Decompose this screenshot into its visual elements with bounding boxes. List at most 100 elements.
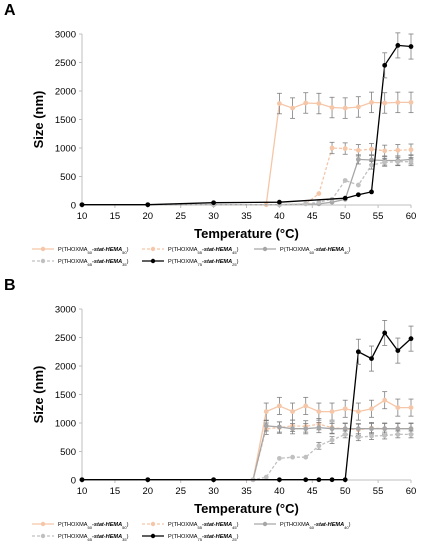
- series-4: [79, 32, 414, 208]
- series-2: [79, 154, 414, 208]
- legend-item: P(THOXMA55-stat-HEMA45): [142, 521, 239, 530]
- data-point: [303, 477, 309, 483]
- legend-label: P(THOXMA50-stat-HEMA50): [58, 522, 129, 530]
- data-point: [382, 148, 388, 154]
- data-point: [395, 43, 401, 48]
- data-point: [290, 426, 295, 432]
- x-tick-label: 20: [143, 486, 154, 497]
- data-point: [342, 406, 348, 412]
- data-point: [263, 423, 269, 429]
- data-point: [395, 432, 401, 437]
- legend-item: P(THOXMA75-stat-HEMA25): [142, 258, 239, 267]
- data-point: [277, 424, 282, 430]
- x-tick-label: 30: [208, 486, 219, 497]
- legend-item: P(THOXMA55-stat-HEMA45): [142, 246, 239, 255]
- data-point: [145, 477, 151, 483]
- legend-swatch-marker: [262, 246, 268, 252]
- data-point: [369, 146, 374, 152]
- series-line: [82, 423, 411, 481]
- data-point: [303, 100, 309, 106]
- x-tick-label: 35: [241, 211, 252, 222]
- legend-swatch-marker: [150, 533, 156, 539]
- data-point: [395, 147, 401, 153]
- data-point: [342, 195, 348, 201]
- data-point: [395, 159, 401, 165]
- chart-panel-a: A 0 500 1000 1500 2000 2500 3000 10 15 20 25 30 35 40…: [4, 2, 416, 267]
- data-point: [342, 432, 348, 437]
- data-point: [303, 201, 309, 207]
- data-point: [303, 454, 309, 460]
- series-3: [79, 157, 414, 208]
- data-point: [408, 432, 414, 437]
- data-point: [408, 100, 414, 105]
- series-line: [82, 44, 412, 206]
- series-line: [82, 101, 411, 206]
- data-point: [316, 101, 322, 106]
- data-point: [263, 474, 269, 480]
- series-line: [82, 147, 412, 206]
- y-tick-label: 500: [60, 172, 76, 183]
- data-point: [382, 433, 388, 438]
- data-point: [369, 426, 374, 432]
- data-point: [303, 403, 309, 409]
- data-point: [355, 409, 361, 414]
- x-axis-title: Temperature (°C): [194, 226, 299, 241]
- data-point: [316, 477, 322, 483]
- x-tick-label: 55: [373, 211, 384, 222]
- x-tick-label: 35: [241, 486, 252, 497]
- data-point: [355, 104, 361, 110]
- x-tick-label: 30: [208, 211, 219, 222]
- data-point: [355, 192, 361, 198]
- panel-letter: A: [4, 2, 16, 19]
- legend-label: P(THOXMA60-stat-HEMA40): [280, 247, 351, 255]
- data-point: [211, 477, 217, 483]
- x-tick-label: 50: [340, 486, 351, 497]
- legend-swatch-marker: [40, 521, 46, 527]
- legend-item: P(THOXMA50-stat-HEMA50): [32, 246, 129, 255]
- series-line: [82, 331, 412, 481]
- legend-label: P(THOXMA50-stat-HEMA50): [58, 247, 129, 255]
- legend-swatch-marker: [262, 521, 268, 527]
- data-point: [316, 443, 322, 449]
- data-point: [369, 406, 374, 412]
- data-point: [290, 105, 295, 111]
- x-tick-label: 25: [175, 486, 186, 497]
- legend-item: P(THOXMA60-stat-HEMA40): [254, 246, 351, 255]
- legend-item: P(THOXMA65-stat-HEMA35): [32, 533, 129, 542]
- data-point: [408, 147, 414, 153]
- y-tick-label: 1000: [55, 418, 76, 429]
- data-point: [342, 105, 348, 111]
- data-point: [79, 202, 85, 208]
- data-point: [316, 191, 322, 197]
- y-axis-title: Size (nm): [31, 91, 46, 149]
- data-point: [395, 405, 401, 411]
- chart-svg-b: 0 500 1000 1500 2000 2500 3000 10 15 20 25 30 35 40 45…: [31, 304, 416, 542]
- y-tick-label: 2500: [55, 333, 76, 344]
- data-point: [277, 403, 282, 409]
- legend-label: P(THOXMA55-stat-HEMA45): [168, 247, 239, 255]
- y-tick-label: 3000: [55, 29, 76, 40]
- data-point: [382, 159, 388, 165]
- data-point: [329, 409, 335, 414]
- legend-swatch-marker: [40, 533, 46, 539]
- data-point: [277, 477, 282, 483]
- x-tick-label: 45: [307, 486, 318, 497]
- data-point: [342, 178, 348, 183]
- data-point: [329, 477, 335, 483]
- series-1: [79, 418, 414, 483]
- data-point: [316, 425, 322, 430]
- legend-label: P(THOXMA75-stat-HEMA25): [168, 259, 239, 267]
- data-point: [369, 433, 374, 439]
- y-tick-label: 1500: [55, 115, 76, 126]
- legend-label: P(THOXMA55-stat-HEMA45): [168, 522, 239, 530]
- series-1: [79, 141, 414, 208]
- x-tick-label: 40: [274, 211, 285, 222]
- data-point: [382, 426, 388, 432]
- y-tick-label: 1500: [55, 390, 76, 401]
- data-point: [408, 405, 414, 411]
- series-line: [82, 425, 411, 481]
- legend-swatch-marker: [40, 246, 46, 252]
- series-3: [79, 430, 414, 483]
- data-point: [369, 189, 374, 195]
- data-point: [145, 202, 151, 208]
